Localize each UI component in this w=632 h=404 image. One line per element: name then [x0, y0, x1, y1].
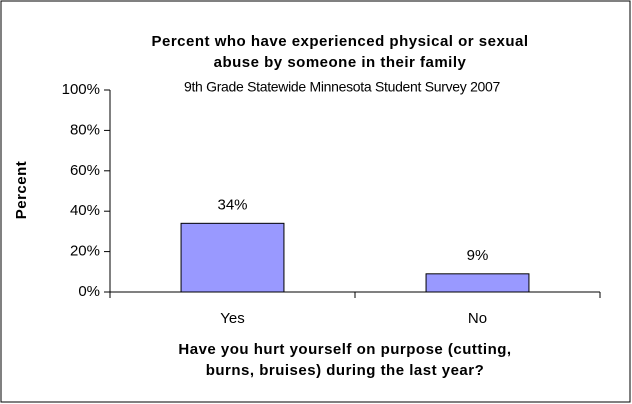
- y-tick-label: 40%: [70, 202, 100, 219]
- y-tick-label: 0%: [78, 283, 100, 300]
- y-tick-label: 100%: [62, 81, 100, 98]
- data-label: 9%: [467, 247, 489, 264]
- x-tick-label: Yes: [220, 310, 244, 327]
- bar: [180, 222, 285, 293]
- chart-title: Percent who have experienced physical or…: [152, 33, 529, 50]
- x-axis-label: burns, bruises) during the last year?: [206, 362, 485, 379]
- y-tick-label: 60%: [70, 162, 100, 179]
- data-label: 34%: [217, 196, 247, 213]
- y-axis-label: Percent: [13, 161, 30, 220]
- y-tick-label: 20%: [70, 243, 100, 260]
- x-axis-label: Have you hurt yourself on purpose (cutti…: [178, 341, 511, 358]
- y-tick-label: 80%: [70, 121, 100, 138]
- chart-title: abuse by someone in their family: [214, 54, 467, 71]
- bar: [425, 273, 530, 293]
- x-tick-label: No: [468, 310, 487, 327]
- chart-subtitle: 9th Grade Statewide Minnesota Student Su…: [184, 79, 501, 95]
